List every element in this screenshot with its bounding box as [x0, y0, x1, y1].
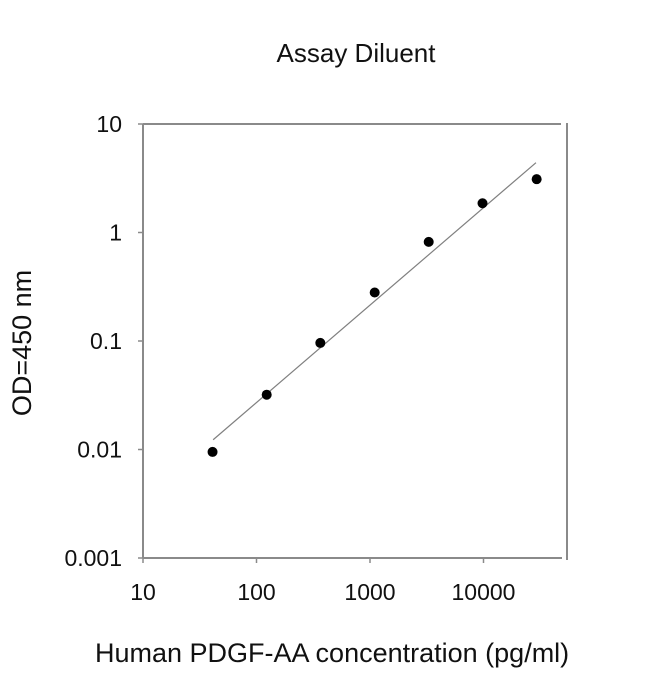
- x-tick-label: 10: [130, 579, 156, 605]
- fit-line: [212, 162, 537, 441]
- data-point: [207, 446, 218, 457]
- x-axis-label: Human PDGF-AA concentration (pg/ml): [95, 638, 570, 668]
- data-point: [315, 337, 326, 348]
- regression-line: [212, 162, 537, 441]
- data-points: [207, 174, 542, 457]
- y-tick-label: 0.001: [64, 545, 122, 571]
- data-point: [423, 236, 434, 247]
- data-point: [477, 198, 488, 209]
- x-axis-ticks: 10 100 1000 10000: [130, 558, 515, 605]
- y-tick-label: 10: [96, 111, 122, 137]
- y-axis-ticks: 0.001 0.01 0.1 1 10: [64, 111, 143, 571]
- y-tick-label: 0.01: [77, 437, 122, 463]
- chart-title: Assay Diluent: [276, 38, 436, 68]
- x-tick-label: 1000: [344, 579, 395, 605]
- axes-frame: [142, 123, 568, 560]
- data-point: [369, 287, 380, 298]
- data-point: [261, 389, 272, 400]
- x-tick-label: 10000: [452, 579, 516, 605]
- y-tick-label: 1: [109, 220, 122, 246]
- data-point: [531, 174, 542, 185]
- y-tick-label: 0.1: [90, 328, 122, 354]
- x-tick-label: 100: [237, 579, 275, 605]
